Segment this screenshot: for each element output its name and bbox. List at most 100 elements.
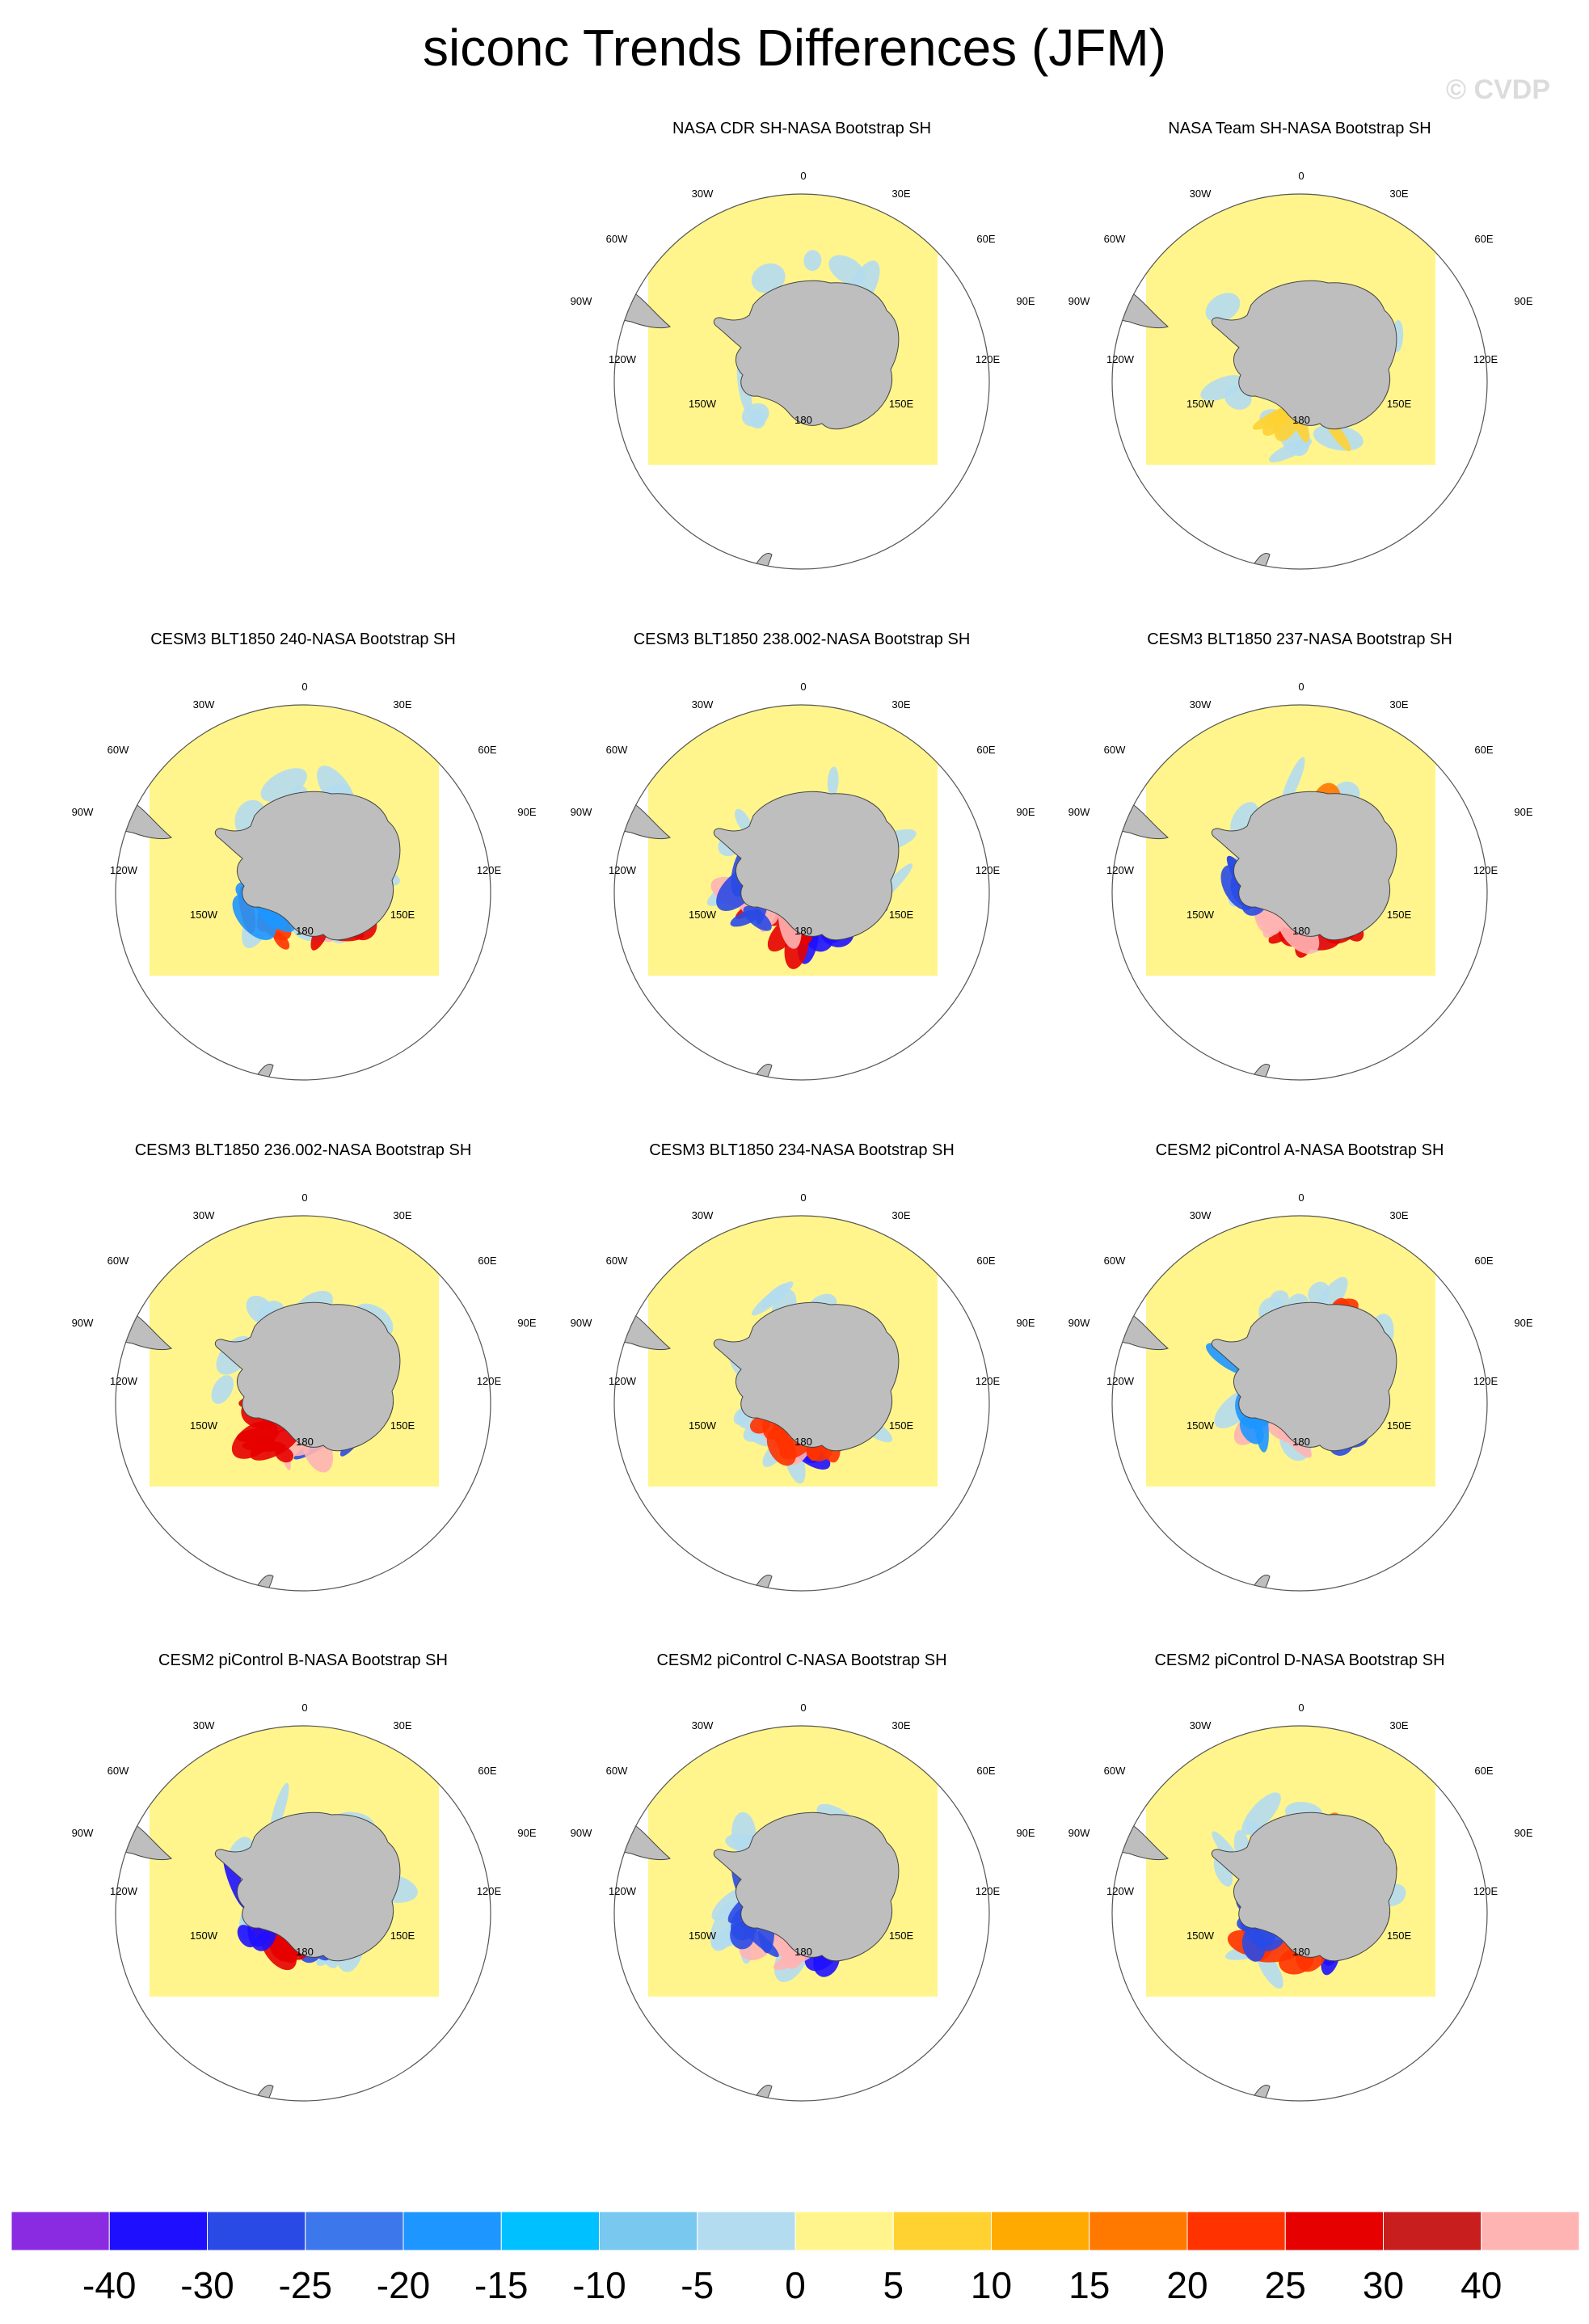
longitude-label: 150W bbox=[190, 1930, 218, 1942]
colorbar-label: -5 bbox=[681, 2264, 714, 2306]
anomaly-patch bbox=[740, 1921, 779, 1958]
map-panel: CESM2 piControl B-NASA Bootstrap SH 0 30E 6… bbox=[65, 1651, 542, 2161]
longitude-label: 30E bbox=[393, 1209, 411, 1221]
longitude-label: 30W bbox=[692, 188, 714, 200]
polar-map: 0 30E 60E 90E 120E 150E 180 150W 120W 90W 60W 30W bbox=[1068, 1702, 1533, 2102]
longitude-label: 0 bbox=[800, 1702, 806, 1714]
map-boundary bbox=[1111, 1215, 1488, 1592]
longitude-label: 0 bbox=[800, 681, 806, 693]
colorbar-swatch bbox=[892, 2212, 992, 2250]
longitude-label: 60E bbox=[976, 744, 995, 756]
longitude-label: 120E bbox=[1473, 1375, 1498, 1387]
longitude-label: 30W bbox=[1190, 698, 1212, 711]
longitude-label: 60E bbox=[1474, 1765, 1493, 1777]
colorbar-swatch bbox=[1481, 2212, 1579, 2250]
longitude-label: 30W bbox=[193, 1209, 215, 1221]
map-panel: NASA Team SH-NASA Bootstrap SH 0 30E 60E 90E… bbox=[1061, 120, 1538, 629]
longitude-label: 150E bbox=[889, 1930, 914, 1942]
polar-map: 0 30E 60E 90E 120E 150E 180 150W 120W 90W 60W 30W bbox=[571, 681, 1035, 1081]
longitude-label: 90W bbox=[571, 1317, 592, 1329]
longitude-label: 0 bbox=[1298, 1702, 1304, 1714]
longitude-label: 150E bbox=[1387, 398, 1412, 410]
longitude-label: 180 bbox=[1292, 1946, 1310, 1958]
longitude-label: 120E bbox=[976, 353, 1001, 365]
longitude-label: 0 bbox=[1298, 681, 1304, 693]
longitude-label: 150W bbox=[689, 909, 717, 921]
longitude-label: 180 bbox=[296, 1436, 314, 1448]
panel-title: CESM2 piControl D-NASA Bootstrap SH bbox=[1154, 1651, 1445, 1669]
longitude-label: 30E bbox=[1389, 1209, 1408, 1221]
longitude-label: 180 bbox=[1292, 1436, 1310, 1448]
longitude-label: 120E bbox=[1473, 864, 1498, 876]
empty-panel-slot bbox=[65, 120, 542, 629]
longitude-label: 30E bbox=[891, 188, 910, 200]
longitude-label: 120E bbox=[1473, 1885, 1498, 1897]
longitude-label: 120W bbox=[609, 1885, 637, 1897]
map-panel: CESM2 piControl A-NASA Bootstrap SH 0 30E 6… bbox=[1061, 1141, 1538, 1651]
longitude-label: 120E bbox=[477, 1885, 502, 1897]
colorbar-label: 5 bbox=[883, 2264, 904, 2306]
longitude-label: 150E bbox=[1387, 909, 1412, 921]
anomaly-patch bbox=[237, 1925, 257, 1948]
colorbar-swatch bbox=[305, 2212, 404, 2250]
longitude-label: 0 bbox=[301, 681, 307, 693]
polar-map: 0 30E 60E 90E 120E 150E 180 150W 120W 90W 60W 30W bbox=[1068, 170, 1533, 570]
colorbar-swatch bbox=[1089, 2212, 1188, 2250]
longitude-label: 90E bbox=[1016, 1827, 1035, 1839]
longitude-label: 120W bbox=[110, 1885, 138, 1897]
longitude-label: 30E bbox=[1389, 1719, 1408, 1731]
longitude-label: 60W bbox=[1104, 1765, 1126, 1777]
longitude-label: 0 bbox=[301, 1702, 307, 1714]
longitude-label: 120E bbox=[1473, 353, 1498, 365]
panel-title: CESM3 BLT1850 240-NASA Bootstrap SH bbox=[150, 631, 456, 648]
landmass bbox=[1112, 1301, 1397, 1591]
polar-map: 0 30E 60E 90E 120E 150E 180 150W 120W 90W 60W 30W bbox=[72, 1702, 537, 2102]
longitude-label: 90W bbox=[72, 806, 94, 818]
map-boundary bbox=[613, 1215, 990, 1592]
colorbar-label: -25 bbox=[278, 2264, 332, 2306]
anomaly-patch bbox=[254, 1931, 271, 1947]
colorbar-swatch bbox=[11, 2212, 110, 2250]
longitude-label: 60W bbox=[107, 1255, 129, 1267]
map-boundary bbox=[1111, 704, 1488, 1081]
map-boundary bbox=[115, 1725, 491, 2102]
longitude-label: 120E bbox=[976, 1375, 1001, 1387]
longitude-label: 60E bbox=[1474, 744, 1493, 756]
longitude-label: 120W bbox=[609, 353, 637, 365]
longitude-label: 120W bbox=[110, 1375, 138, 1387]
longitude-label: 30W bbox=[692, 1719, 714, 1731]
longitude-label: 90E bbox=[1514, 295, 1532, 307]
longitude-label: 60E bbox=[1474, 1255, 1493, 1267]
longitude-label: 90E bbox=[517, 1317, 536, 1329]
longitude-label: 30E bbox=[393, 698, 411, 711]
anomaly-patch bbox=[752, 1281, 794, 1316]
longitude-label: 0 bbox=[800, 1192, 806, 1204]
map-panel: NASA CDR SH-NASA Bootstrap SH 0 30E 60E 90E 1… bbox=[563, 120, 1040, 629]
longitude-label: 90E bbox=[1016, 295, 1035, 307]
anomaly-patch bbox=[1205, 293, 1241, 323]
longitude-label: 60E bbox=[976, 233, 995, 245]
colorbar-swatch bbox=[599, 2212, 698, 2250]
panel-title: NASA Team SH-NASA Bootstrap SH bbox=[1168, 120, 1431, 137]
longitude-label: 90W bbox=[571, 295, 592, 307]
anomaly-patch bbox=[260, 768, 307, 802]
longitude-label: 150W bbox=[689, 398, 717, 410]
colorbar-label: 15 bbox=[1068, 2264, 1111, 2306]
longitude-label: 60E bbox=[478, 1765, 496, 1777]
longitude-label: 60E bbox=[478, 1255, 496, 1267]
longitude-label: 90W bbox=[1068, 1827, 1090, 1839]
map-boundary bbox=[1111, 193, 1488, 570]
colorbar-swatch bbox=[991, 2212, 1090, 2250]
longitude-label: 90E bbox=[517, 1827, 536, 1839]
watermark: © CVDP bbox=[1446, 74, 1550, 105]
longitude-label: 150W bbox=[190, 909, 218, 921]
longitude-label: 30W bbox=[692, 698, 714, 711]
longitude-label: 30E bbox=[891, 1209, 910, 1221]
longitude-label: 60E bbox=[1474, 233, 1493, 245]
anomaly-patch bbox=[1200, 375, 1245, 401]
panel-title: NASA CDR SH-NASA Bootstrap SH bbox=[672, 120, 932, 137]
longitude-label: 30E bbox=[1389, 188, 1408, 200]
colorbar-label: 25 bbox=[1264, 2264, 1306, 2306]
map-panel: CESM3 BLT1850 240-NASA Bootstrap SH 0 30E 6… bbox=[65, 631, 542, 1140]
anomaly-patch bbox=[803, 250, 822, 272]
